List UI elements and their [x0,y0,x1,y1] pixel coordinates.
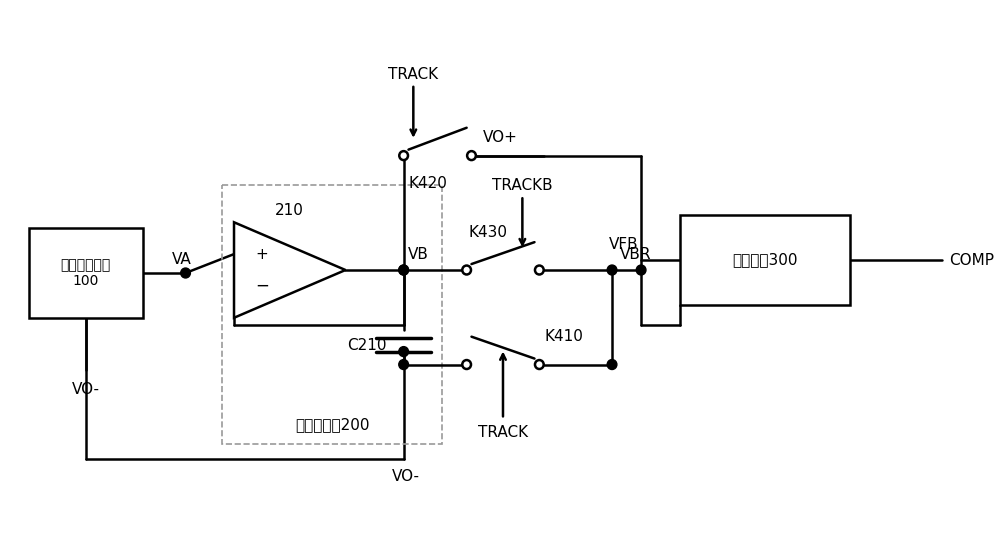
Text: 第一运放300: 第一运放300 [732,253,797,268]
Circle shape [607,265,617,275]
Text: +: + [255,247,268,262]
Text: −: − [255,277,269,295]
Bar [29,228,143,318]
Text: TRACKB: TRACKB [492,178,553,193]
Text: VA: VA [172,252,192,266]
Circle shape [399,360,408,370]
Circle shape [535,265,544,275]
Circle shape [399,347,408,357]
Text: C210: C210 [347,338,387,353]
Circle shape [607,360,617,370]
Text: TRACK: TRACK [478,425,528,440]
Circle shape [636,265,646,275]
Circle shape [535,360,544,369]
Polygon shape [234,222,345,318]
Circle shape [462,360,471,369]
Text: K420: K420 [408,176,447,191]
Text: K410: K410 [544,329,583,344]
Text: VO+: VO+ [483,130,518,145]
Bar [222,186,442,444]
Text: VBR: VBR [620,247,651,262]
Circle shape [399,151,408,160]
Text: K430: K430 [469,225,508,240]
Text: 斜率缓冲器200: 斜率缓冲器200 [295,417,370,432]
Text: VB: VB [408,247,428,262]
Circle shape [399,265,408,275]
Text: COMP: COMP [949,253,994,268]
Circle shape [467,151,476,160]
Text: VFB: VFB [609,236,638,252]
Text: 210: 210 [275,203,304,218]
Text: VO-: VO- [392,470,420,484]
Circle shape [399,265,408,275]
Circle shape [181,268,190,278]
Text: 数模转换电路
100: 数模转换电路 100 [61,258,111,288]
Bar [680,215,850,305]
Text: VO-: VO- [72,382,100,397]
Text: TRACK: TRACK [388,67,438,81]
Circle shape [462,265,471,275]
